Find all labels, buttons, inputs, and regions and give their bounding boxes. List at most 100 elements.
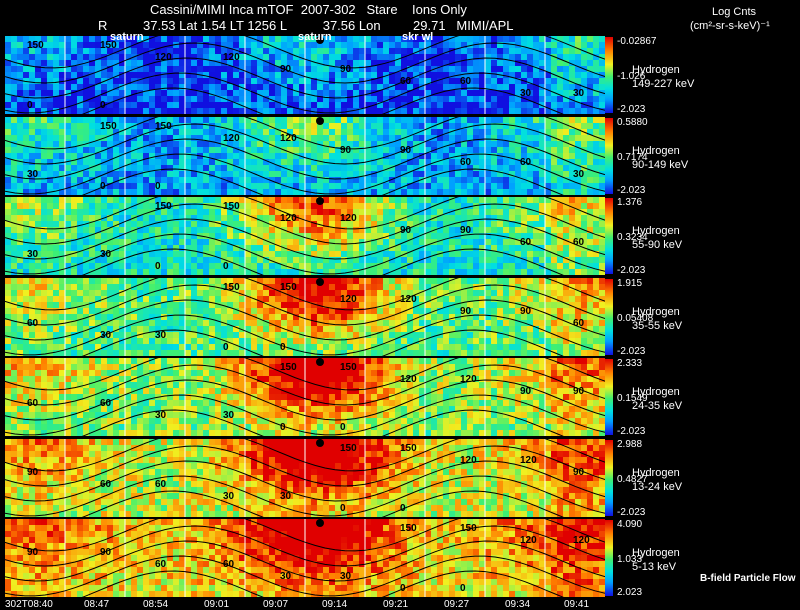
heat-cell — [125, 72, 131, 78]
heat-cell — [215, 48, 221, 54]
heat-cell — [179, 42, 185, 48]
heat-cell — [431, 326, 437, 332]
heat-cell — [77, 117, 83, 123]
heat-cell — [5, 183, 11, 189]
heat-cell — [281, 239, 287, 245]
heat-cell — [557, 263, 563, 269]
heat-cell — [191, 141, 197, 147]
heat-cell — [581, 189, 587, 195]
heat-cell — [587, 296, 593, 302]
heat-cell — [59, 48, 65, 54]
heat-cell — [161, 108, 167, 114]
heat-cell — [449, 159, 455, 165]
heat-cell — [587, 108, 593, 114]
heat-cell — [461, 215, 467, 221]
heat-cell — [413, 332, 419, 338]
heat-cell — [425, 108, 431, 114]
heat-cell — [509, 165, 515, 171]
heat-cell — [335, 171, 341, 177]
heat-cell — [263, 251, 269, 257]
heat-cell — [101, 284, 107, 290]
heat-cell — [53, 60, 59, 66]
heat-cell — [47, 290, 53, 296]
heat-cell — [17, 135, 23, 141]
heat-cell — [257, 177, 263, 183]
heat-cell — [233, 108, 239, 114]
heat-cell — [329, 117, 335, 123]
heat-cell — [161, 66, 167, 72]
heat-cell — [245, 48, 251, 54]
heat-cell — [167, 90, 173, 96]
heat-cell — [233, 42, 239, 48]
heat-cell — [479, 215, 485, 221]
heat-cell — [119, 135, 125, 141]
heat-cell — [125, 233, 131, 239]
heat-cell — [515, 135, 521, 141]
heat-cell — [473, 290, 479, 296]
heat-cell — [155, 90, 161, 96]
heat-cell — [77, 215, 83, 221]
heat-cell — [329, 296, 335, 302]
heat-cell — [53, 296, 59, 302]
heat-cell — [563, 36, 569, 42]
heat-cell — [485, 108, 491, 114]
heat-cell — [245, 290, 251, 296]
heat-cell — [569, 102, 575, 108]
heat-cell — [191, 72, 197, 78]
heat-cell — [467, 245, 473, 251]
heat-cell — [71, 227, 77, 233]
heat-cell — [281, 296, 287, 302]
heat-cell — [563, 129, 569, 135]
heat-cell — [209, 108, 215, 114]
heat-cell — [317, 165, 323, 171]
heat-cell — [485, 78, 491, 84]
heat-cell — [479, 36, 485, 42]
heat-cell — [5, 209, 11, 215]
heat-cell — [551, 263, 557, 269]
heat-cell — [563, 153, 569, 159]
heat-cell — [263, 129, 269, 135]
heat-cell — [197, 78, 203, 84]
heat-cell — [587, 189, 593, 195]
heat-cell — [17, 209, 23, 215]
heat-cell — [389, 284, 395, 290]
heat-cell — [167, 189, 173, 195]
heat-cell — [161, 36, 167, 42]
heat-cell — [281, 189, 287, 195]
heat-cell — [437, 314, 443, 320]
heat-cell — [485, 48, 491, 54]
heat-cell — [191, 257, 197, 263]
heat-cell — [491, 183, 497, 189]
heat-cell — [53, 42, 59, 48]
heat-cell — [89, 90, 95, 96]
heat-cell — [311, 147, 317, 153]
heat-cell — [353, 251, 359, 257]
heat-cell — [371, 227, 377, 233]
heat-cell — [53, 171, 59, 177]
heat-cell — [371, 189, 377, 195]
heat-cell — [593, 84, 599, 90]
heat-cell — [83, 203, 89, 209]
heat-cell — [383, 227, 389, 233]
heat-cell — [287, 233, 293, 239]
heat-cell — [251, 129, 257, 135]
heat-cell — [287, 123, 293, 129]
heat-cell — [371, 96, 377, 102]
heat-cell — [383, 48, 389, 54]
heat-cell — [161, 227, 167, 233]
heat-cell — [281, 197, 287, 203]
heat-cell — [263, 326, 269, 332]
heat-cell — [47, 197, 53, 203]
heat-cell — [221, 308, 227, 314]
heat-cell — [131, 84, 137, 90]
heat-cell — [437, 153, 443, 159]
heat-cell — [521, 54, 527, 60]
heat-cell — [269, 165, 275, 171]
heat-cell — [155, 147, 161, 153]
heat-cell — [131, 245, 137, 251]
heat-cell — [443, 269, 449, 275]
heat-cell — [203, 284, 209, 290]
heat-cell — [305, 203, 311, 209]
heat-cell — [17, 332, 23, 338]
heat-cell — [23, 332, 29, 338]
